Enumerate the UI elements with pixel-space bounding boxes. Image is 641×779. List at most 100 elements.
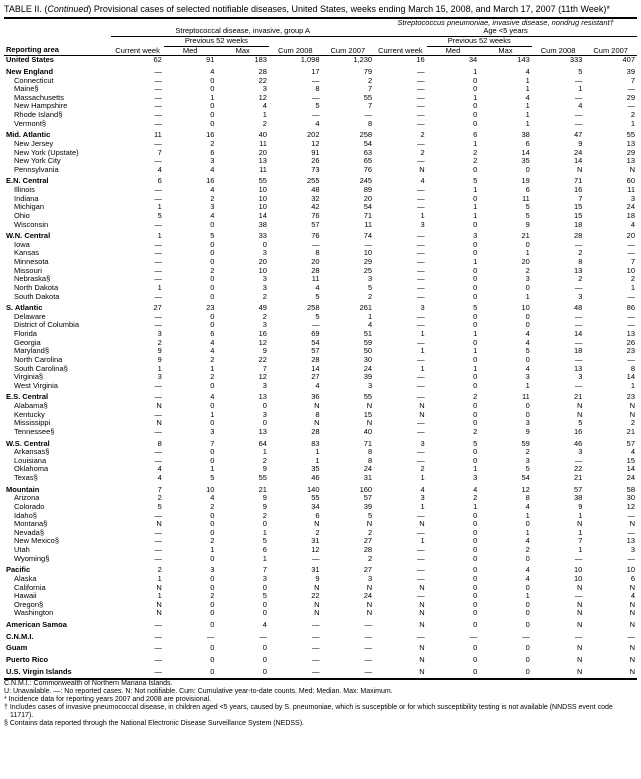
cell: 12 (269, 140, 322, 149)
table-row: Texas§4555463113542124 (4, 474, 637, 483)
table-row: Wyoming§—01—2—00—— (4, 555, 637, 564)
cell: — (374, 275, 427, 284)
cell: 3 (584, 546, 637, 555)
cell: 14 (216, 212, 269, 221)
cell: 27 (111, 301, 164, 313)
cell: 1 (374, 503, 427, 512)
cell: — (111, 618, 164, 630)
cell: 8 (111, 437, 164, 449)
cell: N (532, 618, 585, 630)
cell: 47 (532, 128, 585, 140)
cell: — (111, 94, 164, 103)
cell: N (584, 411, 637, 420)
cell: — (374, 241, 427, 250)
cell: — (374, 356, 427, 365)
cell: 1 (479, 382, 532, 391)
cell: 0 (479, 555, 532, 564)
cell: — (269, 555, 322, 564)
cell: 0 (164, 241, 217, 250)
cell: 2 (479, 546, 532, 555)
cell: 0 (479, 402, 532, 411)
cell: 12 (216, 339, 269, 348)
cell: 48 (269, 186, 322, 195)
row-label: Pennsylvania (4, 166, 111, 175)
cell: 0 (479, 241, 532, 250)
table-row: Virginia§32122739—03314 (4, 373, 637, 382)
hdr-cum1-r: Cum 2008 (532, 37, 585, 56)
cell: 10 (216, 186, 269, 195)
row-label: Ohio (4, 212, 111, 221)
cell: 2 (164, 537, 217, 546)
cell: 1 (479, 77, 532, 86)
cell: 2 (584, 111, 637, 120)
cell: 4 (164, 212, 217, 221)
cell: 0 (164, 102, 217, 111)
cell: 7 (216, 365, 269, 374)
table-row: Massachusetts—112—55—14—29 (4, 94, 637, 103)
table-row: Alabama§N00NNN00NN (4, 402, 637, 411)
cell: 2 (322, 77, 375, 86)
cell: 8 (479, 494, 532, 503)
cell: 0 (479, 313, 532, 322)
cell: 3 (532, 448, 585, 457)
cell: 2 (427, 149, 480, 158)
cell: 1 (164, 465, 217, 474)
cell: 86 (584, 301, 637, 313)
row-label: E.S. Central (4, 390, 111, 402)
cell: 39 (322, 503, 375, 512)
cell: 60 (584, 174, 637, 186)
cell: 140 (269, 483, 322, 495)
hdr-med-r: Med (427, 46, 480, 56)
cell: 3 (216, 575, 269, 584)
cell: 46 (532, 437, 585, 449)
table-row: Arizona24955573283830 (4, 494, 637, 503)
cell: — (322, 630, 375, 642)
cell: 0 (427, 665, 480, 677)
cell: N (111, 609, 164, 618)
cell: — (374, 102, 427, 111)
cell: 11 (216, 140, 269, 149)
cell: 1 (427, 203, 480, 212)
cell: 1 (164, 546, 217, 555)
cell: 16 (216, 330, 269, 339)
cell: 0 (479, 166, 532, 175)
cell: 1 (479, 111, 532, 120)
table-row: Oregon§N00NNN00NN (4, 601, 637, 610)
cell: — (584, 512, 637, 521)
cell: 0 (427, 356, 480, 365)
cell: 29 (584, 94, 637, 103)
cell: 65 (322, 157, 375, 166)
cell: 7 (111, 483, 164, 495)
cell: 1 (427, 94, 480, 103)
cell: 54 (269, 339, 322, 348)
cell: 7 (322, 85, 375, 94)
cell: 2 (374, 149, 427, 158)
cell: — (111, 665, 164, 677)
cell: N (111, 601, 164, 610)
cell: 10 (164, 483, 217, 495)
cell: 4 (479, 503, 532, 512)
cell: 2 (427, 157, 480, 166)
cell: 5 (532, 65, 585, 77)
cell: 4 (479, 563, 532, 575)
cell: 10 (584, 267, 637, 276)
cell: N (269, 609, 322, 618)
cell: 22 (216, 77, 269, 86)
table-row: S. Atlantic27234925826135104886 (4, 301, 637, 313)
cell: 0 (216, 601, 269, 610)
cell: N (584, 584, 637, 593)
table-row: E.N. Central6165525524545197160 (4, 174, 637, 186)
cell: 10 (216, 267, 269, 276)
row-label: Texas§ (4, 474, 111, 483)
cell: 0 (164, 529, 217, 538)
table-row: North Dakota10345—00—1 (4, 284, 637, 293)
cell: 1 (111, 575, 164, 584)
cell: 15 (322, 411, 375, 420)
cell: 4 (164, 494, 217, 503)
table-row: West Virginia—0343—01—1 (4, 382, 637, 391)
cell: N (584, 402, 637, 411)
cell: 2 (269, 529, 322, 538)
cell: 2 (374, 128, 427, 140)
cell: 29 (584, 149, 637, 158)
cell: 20 (584, 229, 637, 241)
